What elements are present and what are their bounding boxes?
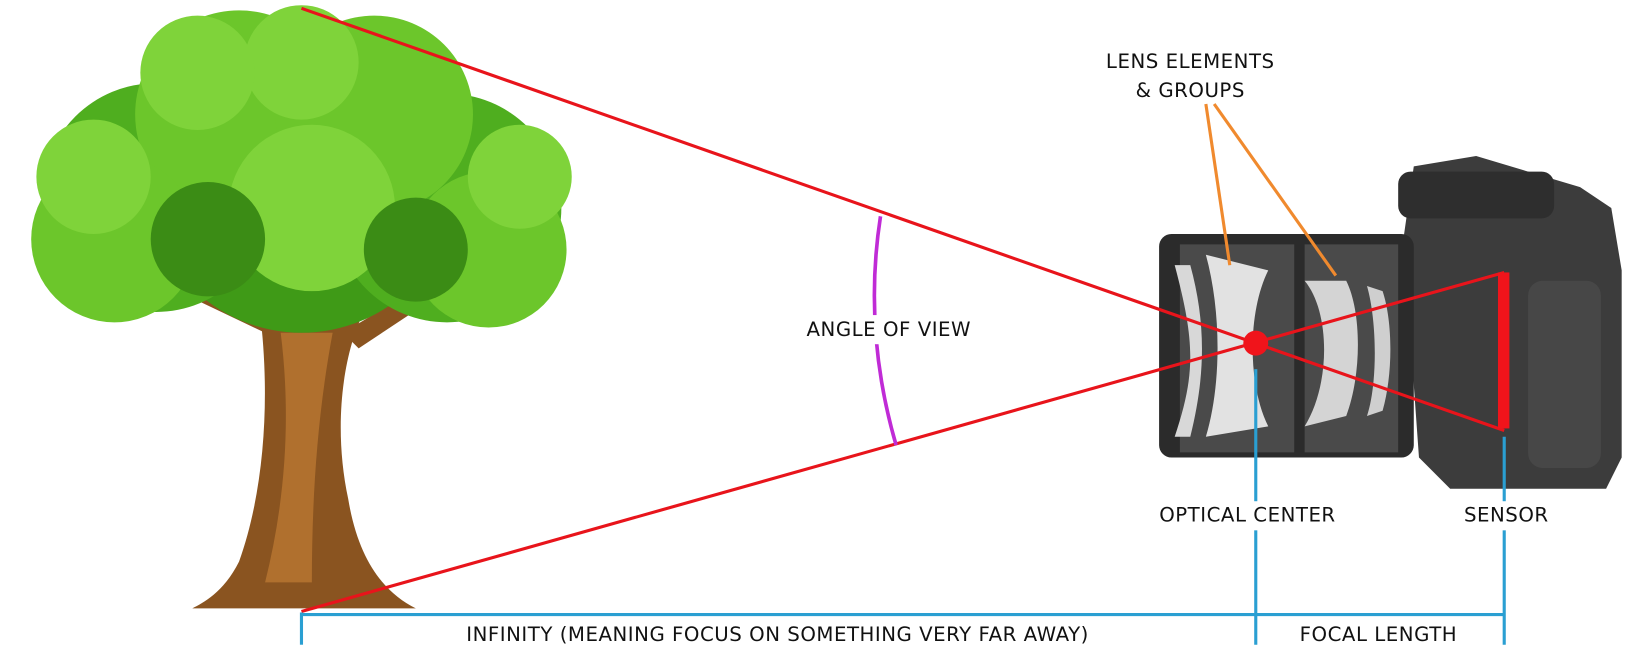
sensor-plane [1498,272,1509,428]
page: ANGLE OF VIEW LENS ELEMENTS & GROUPS OPT… [0,0,1630,652]
lens-elements-label: LENS ELEMENTS [1106,50,1275,73]
lens-elements-label: & GROUPS [1136,79,1245,102]
angle-of-view-label: ANGLE OF VIEW [807,318,972,341]
tree [31,5,572,608]
focal-length-label: FOCAL LENGTH [1300,623,1457,646]
optical-center-point [1243,331,1268,356]
infinity-label: INFINITY (MEANING FOCUS ON SOMETHING VER… [466,623,1089,646]
optical-center-label: OPTICAL CENTER [1159,503,1335,526]
diagram: ANGLE OF VIEW LENS ELEMENTS & GROUPS OPT… [0,0,1630,652]
camera [1159,156,1622,489]
sensor-label: SENSOR [1464,503,1549,526]
